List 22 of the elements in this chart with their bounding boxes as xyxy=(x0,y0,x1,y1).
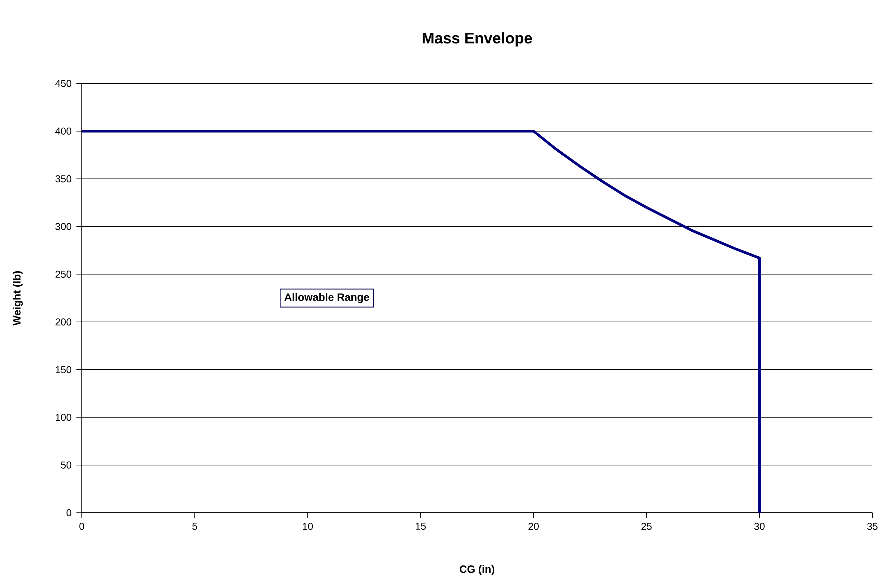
x-tick-label: 35 xyxy=(867,523,878,530)
y-tick-label: 50 xyxy=(61,462,72,469)
y-tick-label: 100 xyxy=(56,414,72,422)
y-tick-label: 300 xyxy=(56,223,72,230)
x-tick-label: 5 xyxy=(192,523,198,530)
y-tick-label: 350 xyxy=(56,176,72,183)
x-axis-title: CG (in) xyxy=(460,565,495,576)
x-tick-label: 20 xyxy=(528,523,539,530)
x-tick-label: 30 xyxy=(754,523,765,530)
y-axis-title: Weight (lb) xyxy=(13,271,24,326)
x-tick-label: 25 xyxy=(642,523,652,530)
y-tick-label: 450 xyxy=(56,80,72,88)
y-tick-label: 200 xyxy=(56,318,72,326)
chart-title: Mass Envelope xyxy=(422,32,532,47)
y-tick-label: 150 xyxy=(56,366,72,374)
x-tick-label: 15 xyxy=(416,523,426,530)
x-tick-label: 0 xyxy=(80,523,84,530)
y-tick-label: 400 xyxy=(56,128,72,135)
x-tick-label: 10 xyxy=(303,523,314,530)
annotation: Allowable Range xyxy=(284,293,370,304)
y-tick-label: 250 xyxy=(56,270,72,278)
y-tick-label: 0 xyxy=(66,509,72,517)
